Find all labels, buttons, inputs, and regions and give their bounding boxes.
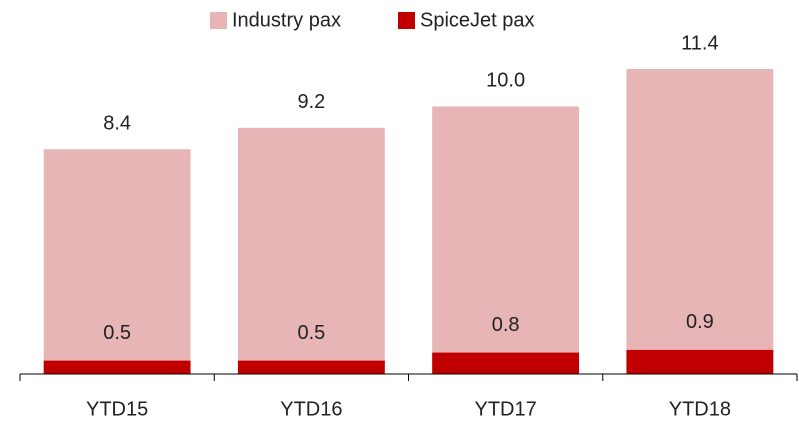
bar <box>43 360 191 374</box>
value-label: 0.5 <box>297 322 325 344</box>
x-tick-label: YTD15 <box>86 398 148 420</box>
legend-swatch <box>210 12 227 29</box>
legend-label: SpiceJet pax <box>420 9 535 31</box>
value-label: 9.2 <box>297 91 325 113</box>
value-label: 0.8 <box>492 314 520 336</box>
value-label: 11.4 <box>681 32 718 54</box>
bar <box>237 127 385 374</box>
bar <box>432 352 580 374</box>
value-label: 0.9 <box>686 311 714 333</box>
bar <box>43 149 191 374</box>
bar <box>626 69 774 374</box>
value-label: 8.4 <box>103 113 131 135</box>
x-tick-label: YTD16 <box>280 398 342 420</box>
bar <box>237 360 385 374</box>
x-tick-label: YTD18 <box>669 398 731 420</box>
bar <box>626 349 774 374</box>
legend-swatch <box>398 12 415 29</box>
bar <box>432 106 580 374</box>
x-tick-label: YTD17 <box>475 398 537 420</box>
value-label: 0.5 <box>103 322 131 344</box>
value-label: 10.0 <box>486 70 525 92</box>
legend-label: Industry pax <box>232 9 341 31</box>
